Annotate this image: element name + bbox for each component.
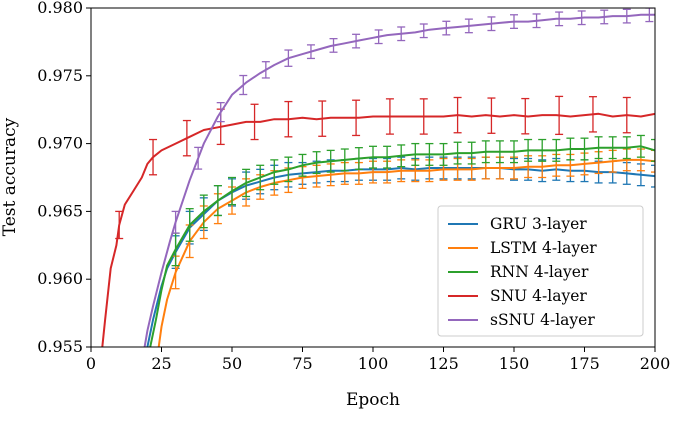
series-ssnu-4-layer [143, 8, 655, 347]
y-tick-label: 0.980 [37, 0, 83, 17]
series-line [157, 158, 655, 347]
x-tick-label: 0 [86, 354, 96, 373]
y-axis-label: Test accuracy [0, 117, 20, 236]
series-line [143, 13, 655, 347]
x-tick-label: 150 [499, 354, 530, 373]
x-tick-label: 200 [640, 354, 671, 373]
y-axis: 0.955 0.960 0.965 0.970 0.975 0.980 [37, 0, 91, 356]
y-tick-label: 0.970 [37, 134, 83, 153]
error-bar [651, 138, 655, 162]
x-tick-label: 125 [428, 354, 459, 373]
legend-item: LSTM 4-layer [448, 239, 597, 257]
series-rnn-4-layer [149, 134, 655, 347]
x-tick-label: 100 [358, 354, 389, 373]
y-tick-label: 0.955 [37, 337, 83, 356]
x-tick-label: 25 [151, 354, 171, 373]
series-layer [101, 8, 655, 347]
series-line [101, 112, 655, 347]
error-bar [651, 164, 655, 188]
y-tick-label: 0.965 [37, 201, 83, 220]
x-tick-label: 175 [569, 354, 600, 373]
x-axis: 0 25 50 75 100 125 150 175 200 [86, 347, 670, 373]
y-tick-label: 0.975 [37, 66, 83, 85]
y-tick-label: 0.960 [37, 269, 83, 288]
series-line [149, 145, 655, 347]
series-snu-4-layer [101, 95, 655, 347]
legend: GRU 3-layer LSTM 4-layer RNN 4-layer SNU 4-… [437, 205, 644, 337]
legend-frame [437, 205, 644, 337]
legend-label: sSNU 4-layer [490, 311, 595, 329]
legend-item: GRU 3-layer [448, 215, 587, 233]
legend-label: RNN 4-layer [490, 263, 589, 281]
x-axis-label: Epoch [346, 390, 400, 410]
legend-label: GRU 3-layer [490, 215, 587, 233]
x-tick-label: 75 [292, 354, 312, 373]
x-tick-label: 50 [222, 354, 242, 373]
legend-label: LSTM 4-layer [490, 239, 597, 257]
legend-item: SNU 4-layer [448, 287, 587, 305]
legend-label: SNU 4-layer [490, 287, 587, 305]
legend-item: sSNU 4-layer [448, 311, 595, 329]
legend-item: RNN 4-layer [448, 263, 589, 281]
